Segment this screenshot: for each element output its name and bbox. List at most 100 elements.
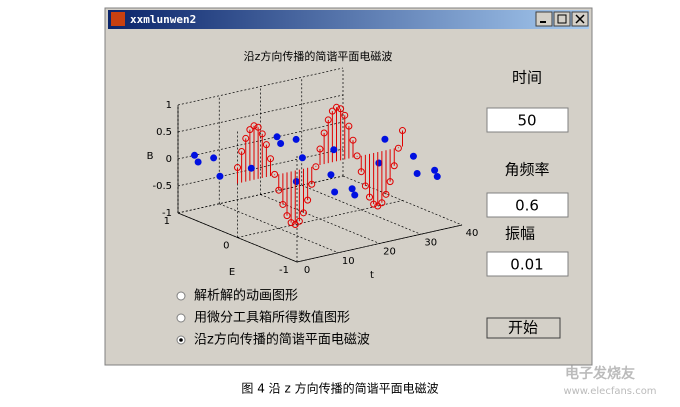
wave-marker <box>382 190 390 198</box>
wave-dot <box>330 146 338 154</box>
wave-dot <box>375 159 383 167</box>
wave-marker <box>399 127 406 135</box>
wave-marker <box>246 126 254 134</box>
z-tick-label: 0.5 <box>156 127 172 138</box>
wave-dot <box>298 154 306 162</box>
wave-marker <box>291 221 299 229</box>
wave-marker <box>316 145 324 153</box>
radio-button[interactable] <box>176 313 186 323</box>
z-tick-label: 0 <box>166 154 172 165</box>
wave-marker <box>353 152 361 160</box>
t-tick-label: 40 <box>466 228 479 239</box>
wave-marker <box>262 141 270 149</box>
wave-marker <box>320 129 328 137</box>
wave-dot <box>351 191 359 199</box>
radio-label: 解析解的动画图形 <box>194 288 298 304</box>
title-bar <box>108 10 589 29</box>
window-buttons[interactable] <box>535 11 589 27</box>
wave-dot <box>292 177 300 185</box>
grid-line <box>177 67 344 106</box>
wave-marker <box>394 144 402 152</box>
wave-marker <box>324 116 332 124</box>
wave-marker <box>390 162 398 170</box>
wave-marker <box>308 180 316 188</box>
wave-marker <box>295 217 303 225</box>
watermark-url: www.elecfans.com <box>563 386 656 397</box>
wave-marker <box>234 164 241 172</box>
wave-marker <box>386 178 394 186</box>
amp-value: 0.01 <box>510 256 543 274</box>
freq-value: 0.6 <box>515 197 539 215</box>
wave-dot <box>409 152 417 160</box>
radio-button[interactable] <box>176 291 186 301</box>
e-tick-label: 1 <box>164 216 170 227</box>
start-button-label: 开始 <box>508 319 538 337</box>
z-tick-label: -0.5 <box>152 181 172 192</box>
time-label: 时间 <box>512 69 542 87</box>
wave-marker <box>275 186 283 194</box>
wave-marker <box>366 193 373 201</box>
wave-marker <box>300 209 307 217</box>
caption: 图 4 沿 z 方向传播的简谐平面电磁波 <box>241 381 438 396</box>
start-button[interactable] <box>486 317 561 339</box>
minimize-button[interactable] <box>535 11 553 27</box>
maximize-button[interactable] <box>553 11 571 27</box>
wave-dot <box>331 188 339 196</box>
window-title: xxmlunwen2 <box>130 13 196 26</box>
e-tick-label: 0 <box>223 241 229 252</box>
amp-label: 振幅 <box>505 225 535 243</box>
t-tick-label: 10 <box>342 256 355 267</box>
wave-dot <box>413 170 421 178</box>
time-input[interactable] <box>486 107 569 133</box>
radio-label: 用微分工具箱所得数值图形 <box>194 310 350 326</box>
maximize-icon <box>557 14 567 24</box>
wave-marker <box>238 147 246 155</box>
window <box>104 7 593 366</box>
wave-marker <box>287 219 295 227</box>
z-tick-label: -1 <box>162 208 172 219</box>
amp-input[interactable] <box>486 251 569 277</box>
t-tick-label: 0 <box>304 265 310 276</box>
wave-marker <box>345 122 353 130</box>
wave-marker <box>250 122 258 130</box>
wave-dot <box>381 135 389 143</box>
z-axis-label: B <box>147 151 154 162</box>
wave-dot <box>277 140 285 148</box>
wave-dot <box>273 133 281 141</box>
wave-marker <box>349 136 357 144</box>
freq-label: 角频率 <box>504 161 549 179</box>
wave-marker <box>242 134 250 142</box>
radio-dot <box>179 338 183 342</box>
time-value: 50 <box>517 112 536 130</box>
wave-marker <box>254 123 262 131</box>
wave-dot <box>247 164 255 172</box>
axis-line <box>296 224 463 263</box>
t-tick-label: 30 <box>424 237 437 248</box>
wave-marker <box>378 199 386 207</box>
grid-line <box>219 203 339 254</box>
grid-line <box>177 148 344 187</box>
wave-dot <box>433 173 441 181</box>
wave-dot <box>194 158 202 166</box>
freq-input[interactable] <box>486 192 569 218</box>
radio-label: 沿z方向传播的简谐平面电磁波 <box>194 332 370 348</box>
wave-marker <box>374 202 382 210</box>
wave-dot <box>210 154 218 162</box>
wave-dot <box>191 151 199 159</box>
wave-dot <box>292 135 300 143</box>
wave-dot <box>327 171 335 179</box>
plot-title: 沿z方向传播的简谐平面电磁波 <box>244 49 393 63</box>
wave-marker <box>271 170 279 178</box>
wave-dot <box>431 166 439 174</box>
grid-line <box>177 94 344 133</box>
wave-marker <box>361 182 369 190</box>
wave-marker <box>279 200 287 208</box>
wave-marker <box>328 107 336 115</box>
wave-dot <box>348 185 356 193</box>
wave-marker <box>333 103 340 111</box>
wave-marker <box>341 111 349 119</box>
e-tick-label: -1 <box>279 265 289 276</box>
axis-line <box>177 212 298 263</box>
e-axis-label: E <box>229 267 235 278</box>
